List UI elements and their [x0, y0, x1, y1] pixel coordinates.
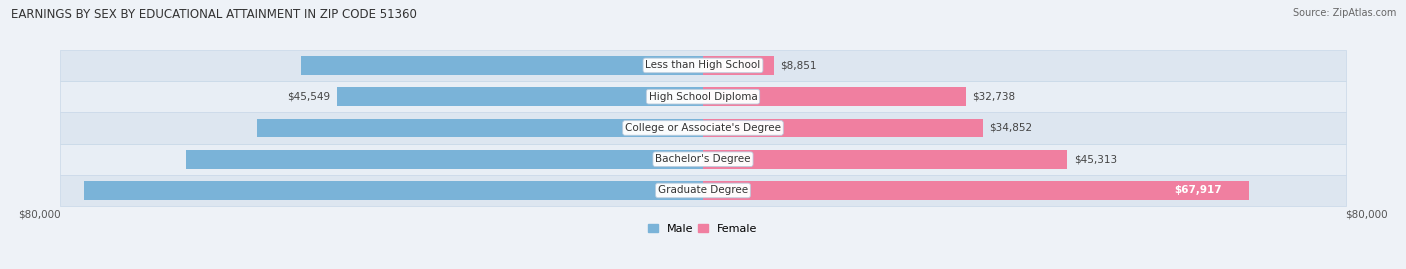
Bar	[703, 56, 775, 75]
Bar	[257, 119, 703, 137]
Text: $80,000: $80,000	[18, 209, 60, 219]
Text: College or Associate's Degree: College or Associate's Degree	[626, 123, 780, 133]
Text: Bachelor's Degree: Bachelor's Degree	[655, 154, 751, 164]
Bar	[301, 56, 703, 75]
Legend: Male, Female: Male, Female	[644, 220, 762, 239]
Text: High School Diploma: High School Diploma	[648, 92, 758, 102]
Text: $8,851: $8,851	[780, 61, 817, 70]
Text: $80,000: $80,000	[1346, 209, 1388, 219]
Bar	[703, 150, 1067, 169]
Bar	[60, 50, 1346, 81]
Bar	[703, 87, 966, 106]
Text: $76,953: $76,953	[672, 185, 720, 196]
Bar	[60, 81, 1346, 112]
Text: $34,852: $34,852	[990, 123, 1032, 133]
Text: $50,000: $50,000	[683, 61, 730, 70]
Text: EARNINGS BY SEX BY EDUCATIONAL ATTAINMENT IN ZIP CODE 51360: EARNINGS BY SEX BY EDUCATIONAL ATTAINMEN…	[11, 8, 418, 21]
Bar	[703, 181, 1249, 200]
Text: $32,738: $32,738	[973, 92, 1015, 102]
Bar	[337, 87, 703, 106]
Bar	[84, 181, 703, 200]
Text: $45,549: $45,549	[287, 92, 330, 102]
Text: $67,917: $67,917	[1174, 185, 1222, 196]
Bar	[186, 150, 703, 169]
Bar	[703, 119, 983, 137]
Bar	[60, 112, 1346, 144]
Text: $64,347: $64,347	[678, 154, 725, 164]
Text: Less than High School: Less than High School	[645, 61, 761, 70]
Text: $55,478: $55,478	[681, 123, 728, 133]
Bar	[60, 144, 1346, 175]
Text: Graduate Degree: Graduate Degree	[658, 185, 748, 196]
Text: Source: ZipAtlas.com: Source: ZipAtlas.com	[1292, 8, 1396, 18]
Bar	[60, 175, 1346, 206]
Text: $45,313: $45,313	[1074, 154, 1116, 164]
